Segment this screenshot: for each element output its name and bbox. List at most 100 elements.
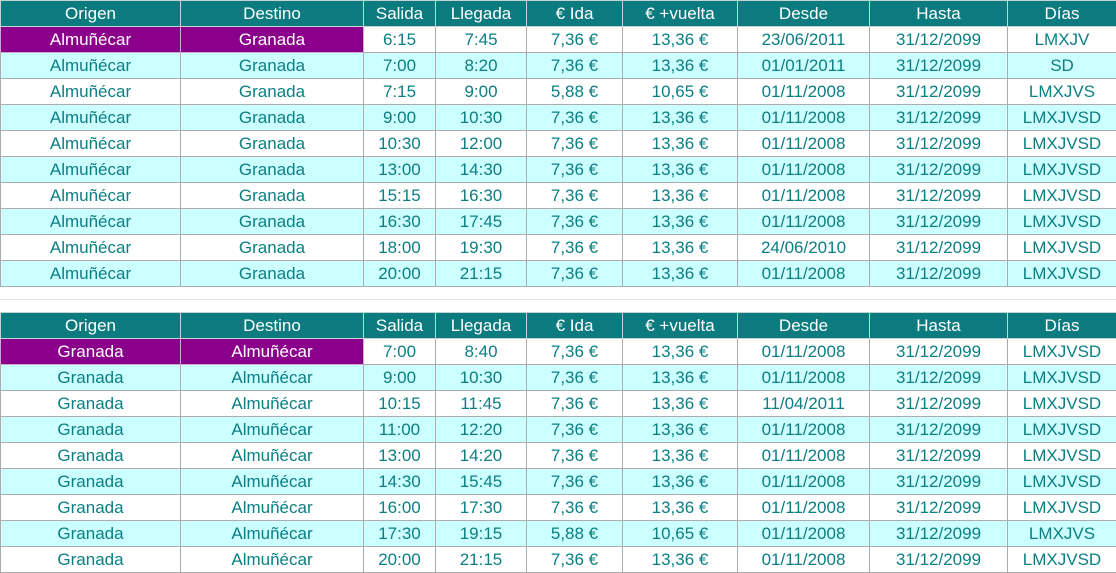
timetable-row: Almuñécar Granada 7:15 9:00 5,88 €10,65 €01/… [0, 78, 1116, 105]
cell-hasta: 31/12/2099 [869, 26, 1008, 53]
cell-origen: Almuñécar [0, 156, 181, 183]
timetable-row: Granada Almuñécar 11:00 12:20 7,36 €13,36 €0… [0, 416, 1116, 443]
cell-salida: 13:00 [363, 156, 436, 183]
separator-line [0, 299, 1116, 300]
cell-precio-ida: 5,88 € [526, 78, 623, 105]
cell-destino: Almuñécar [180, 416, 364, 443]
cell-desde: 11/04/2011 [737, 390, 870, 417]
cell-hasta: 31/12/2099 [869, 364, 1008, 391]
cell-dias: LMXJVS [1007, 78, 1116, 105]
cell-hasta: 31/12/2099 [869, 260, 1008, 287]
cell-desde: 01/11/2008 [737, 182, 870, 209]
cell-salida: 9:00 [363, 364, 436, 391]
cell-salida: 13:00 [363, 442, 436, 469]
cell-precio-ida: 7,36 € [526, 338, 623, 365]
cell-desde: 01/11/2008 [737, 260, 870, 287]
timetable-row: Granada Almuñécar 20:00 21:15 7,36 €13,36 €0… [0, 546, 1116, 573]
cell-hasta: 31/12/2099 [869, 494, 1008, 521]
cell-destino: Granada [180, 156, 364, 183]
cell-llegada: 15:45 [435, 468, 527, 495]
cell-origen: Almuñécar [0, 234, 181, 261]
cell-llegada: 19:15 [435, 520, 527, 547]
cell-precio-ida: 7,36 € [526, 260, 623, 287]
cell-desde: 24/06/2010 [737, 234, 870, 261]
timetable-granada-almunecar: Origen Destino Salida Llegada € Ida € +v… [0, 312, 1116, 573]
cell-llegada: 21:15 [435, 260, 527, 287]
cell-llegada: 17:30 [435, 494, 527, 521]
col-header-dias: Días [1007, 312, 1116, 339]
cell-origen: Granada [0, 364, 181, 391]
cell-precio-ida: 7,36 € [526, 130, 623, 157]
cell-llegada: 8:40 [435, 338, 527, 365]
cell-desde: 23/06/2011 [737, 26, 870, 53]
cell-precio-ida-vuelta: 13,36 € [622, 416, 738, 443]
cell-origen: Almuñécar [0, 78, 181, 105]
cell-desde: 01/11/2008 [737, 442, 870, 469]
cell-destino: Almuñécar [180, 364, 364, 391]
timetable-almunecar-granada: Origen Destino Salida Llegada € Ida € +v… [0, 0, 1116, 287]
cell-hasta: 31/12/2099 [869, 390, 1008, 417]
cell-dias: LMXJVSD [1007, 546, 1116, 573]
timetable-row: Almuñécar Granada 20:00 21:15 7,36 €13,36 €0… [0, 260, 1116, 287]
col-header-llegada: Llegada [435, 0, 527, 27]
cell-salida: 16:30 [363, 208, 436, 235]
cell-origen: Granada [0, 416, 181, 443]
cell-destino: Almuñécar [180, 442, 364, 469]
col-header-hasta: Hasta [869, 0, 1008, 27]
cell-dias: LMXJVSD [1007, 390, 1116, 417]
cell-origen: Granada [0, 546, 181, 573]
cell-desde: 01/11/2008 [737, 416, 870, 443]
cell-salida: 10:30 [363, 130, 436, 157]
cell-dias: LMXJVSD [1007, 338, 1116, 365]
cell-precio-ida: 7,36 € [526, 442, 623, 469]
cell-origen: Almuñécar [0, 208, 181, 235]
cell-hasta: 31/12/2099 [869, 416, 1008, 443]
cell-destino: Granada [180, 234, 364, 261]
cell-destino: Almuñécar [180, 520, 364, 547]
cell-origen: Granada [0, 338, 181, 365]
cell-dias: LMXJVSD [1007, 104, 1116, 131]
col-header-dias: Días [1007, 0, 1116, 27]
cell-llegada: 16:30 [435, 182, 527, 209]
cell-precio-ida-vuelta: 13,36 € [622, 260, 738, 287]
cell-salida: 9:00 [363, 104, 436, 131]
cell-precio-ida-vuelta: 13,36 € [622, 26, 738, 53]
cell-precio-ida: 7,36 € [526, 390, 623, 417]
col-header-destino: Destino [180, 312, 364, 339]
cell-precio-ida: 7,36 € [526, 182, 623, 209]
cell-origen: Granada [0, 468, 181, 495]
cell-precio-ida-vuelta: 13,36 € [622, 390, 738, 417]
cell-precio-ida: 7,36 € [526, 416, 623, 443]
cell-origen: Almuñécar [0, 260, 181, 287]
cell-salida: 7:15 [363, 78, 436, 105]
cell-destino: Almuñécar [180, 390, 364, 417]
cell-salida: 7:00 [363, 52, 436, 79]
timetable-row: Granada Almuñécar 13:00 14:20 7,36 €13,36 €0… [0, 442, 1116, 469]
cell-dias: LMXJV [1007, 26, 1116, 53]
cell-destino: Granada [180, 130, 364, 157]
col-header-destino: Destino [180, 0, 364, 27]
cell-precio-ida: 7,36 € [526, 494, 623, 521]
cell-origen: Almuñécar [0, 130, 181, 157]
cell-precio-ida: 7,36 € [526, 234, 623, 261]
cell-dias: LMXJVSD [1007, 208, 1116, 235]
cell-salida: 15:15 [363, 182, 436, 209]
cell-precio-ida-vuelta: 10,65 € [622, 78, 738, 105]
col-header-precio-ida: € Ida [526, 0, 623, 27]
cell-hasta: 31/12/2099 [869, 546, 1008, 573]
cell-origen: Granada [0, 390, 181, 417]
cell-precio-ida-vuelta: 13,36 € [622, 338, 738, 365]
cell-precio-ida-vuelta: 13,36 € [622, 494, 738, 521]
cell-origen: Almuñécar [0, 104, 181, 131]
cell-llegada: 12:00 [435, 130, 527, 157]
cell-desde: 01/11/2008 [737, 156, 870, 183]
cell-dias: LMXJVSD [1007, 156, 1116, 183]
cell-desde: 01/01/2011 [737, 52, 870, 79]
col-header-desde: Desde [737, 312, 870, 339]
col-header-desde: Desde [737, 0, 870, 27]
cell-precio-ida: 7,36 € [526, 26, 623, 53]
timetable-row: Almuñécar Granada 9:00 10:30 7,36 €13,36 €01… [0, 104, 1116, 131]
timetable-row: Almuñécar Granada 10:30 12:00 7,36 €13,36 €0… [0, 130, 1116, 157]
cell-origen: Granada [0, 494, 181, 521]
timetable-header: Origen Destino Salida Llegada € Ida € +v… [0, 0, 1116, 27]
